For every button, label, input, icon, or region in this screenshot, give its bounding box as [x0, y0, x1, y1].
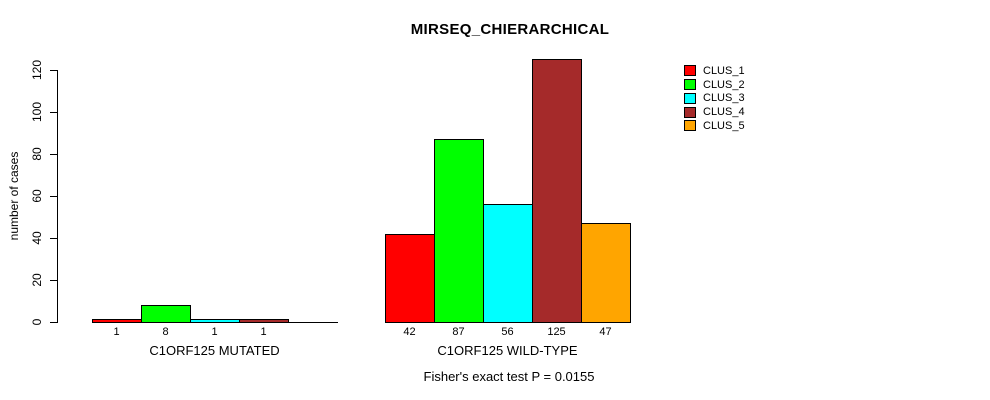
bar-value-label: 1: [211, 326, 218, 338]
legend-label: CLUS_1: [703, 64, 745, 77]
bar-clus_4: [239, 319, 289, 323]
y-axis-tick-label: 100: [30, 101, 44, 123]
y-axis-tick-label: 80: [30, 147, 44, 161]
y-axis-tick-label: 40: [30, 231, 44, 245]
group-label: C1ORF125 MUTATED: [149, 343, 280, 358]
legend-label: CLUS_5: [703, 119, 745, 132]
bar-clus_3: [190, 319, 240, 323]
legend-swatch-icon: [684, 92, 696, 104]
bar-value-label: 87: [452, 326, 465, 338]
legend-label: CLUS_2: [703, 78, 745, 91]
bar-value-label: 1: [113, 326, 120, 338]
bar-clus_4: [532, 59, 582, 323]
y-axis-tick: [50, 237, 57, 239]
bar-clus_2: [434, 139, 484, 323]
legend-item: CLUS_1: [684, 64, 745, 78]
legend-item: CLUS_5: [684, 119, 745, 133]
legend-item: CLUS_2: [684, 78, 745, 92]
bar-value-label: 8: [162, 326, 169, 338]
bar-value-label: 47: [599, 326, 612, 338]
bar-value-label: 1: [260, 326, 267, 338]
group-label: C1ORF125 WILD-TYPE: [437, 343, 578, 358]
bar-clus_5: [581, 223, 631, 323]
bar-value-label: 125: [547, 326, 566, 338]
bar-clus_2: [141, 305, 191, 323]
fisher-test-annotation: Fisher's exact test P = 0.0155: [423, 369, 595, 384]
legend-swatch-icon: [684, 120, 696, 132]
y-axis-tick: [50, 111, 57, 113]
bar-clus_1: [385, 234, 435, 323]
bar-value-label: 56: [501, 326, 514, 338]
y-axis-tick: [50, 279, 57, 281]
legend-label: CLUS_4: [703, 106, 745, 119]
legend-item: CLUS_4: [684, 105, 745, 119]
y-axis-tick: [50, 195, 57, 197]
bar-clus_3: [483, 204, 533, 323]
y-axis-tick: [50, 153, 57, 155]
legend: CLUS_1 CLUS_2 CLUS_3 CLUS_4 CLUS_5: [684, 64, 745, 133]
y-axis-line: [57, 70, 58, 323]
bar-clus_1: [92, 319, 142, 323]
y-axis-tick: [50, 69, 57, 71]
legend-swatch-icon: [684, 79, 696, 91]
legend-swatch-icon: [684, 106, 696, 118]
y-axis-title: number of cases: [7, 151, 21, 241]
bar-value-label: 42: [403, 326, 416, 338]
y-axis-tick-label: 120: [30, 59, 44, 81]
legend-swatch-icon: [684, 65, 696, 77]
y-axis-tick-label: 20: [30, 273, 44, 287]
y-axis-tick-label: 0: [30, 318, 44, 326]
chart-title: MIRSEQ_CHIERARCHICAL: [410, 21, 610, 38]
y-axis-tick-label: 60: [30, 189, 44, 203]
legend-item: CLUS_3: [684, 92, 745, 106]
y-axis-tick: [50, 321, 57, 323]
legend-label: CLUS_3: [703, 92, 745, 105]
